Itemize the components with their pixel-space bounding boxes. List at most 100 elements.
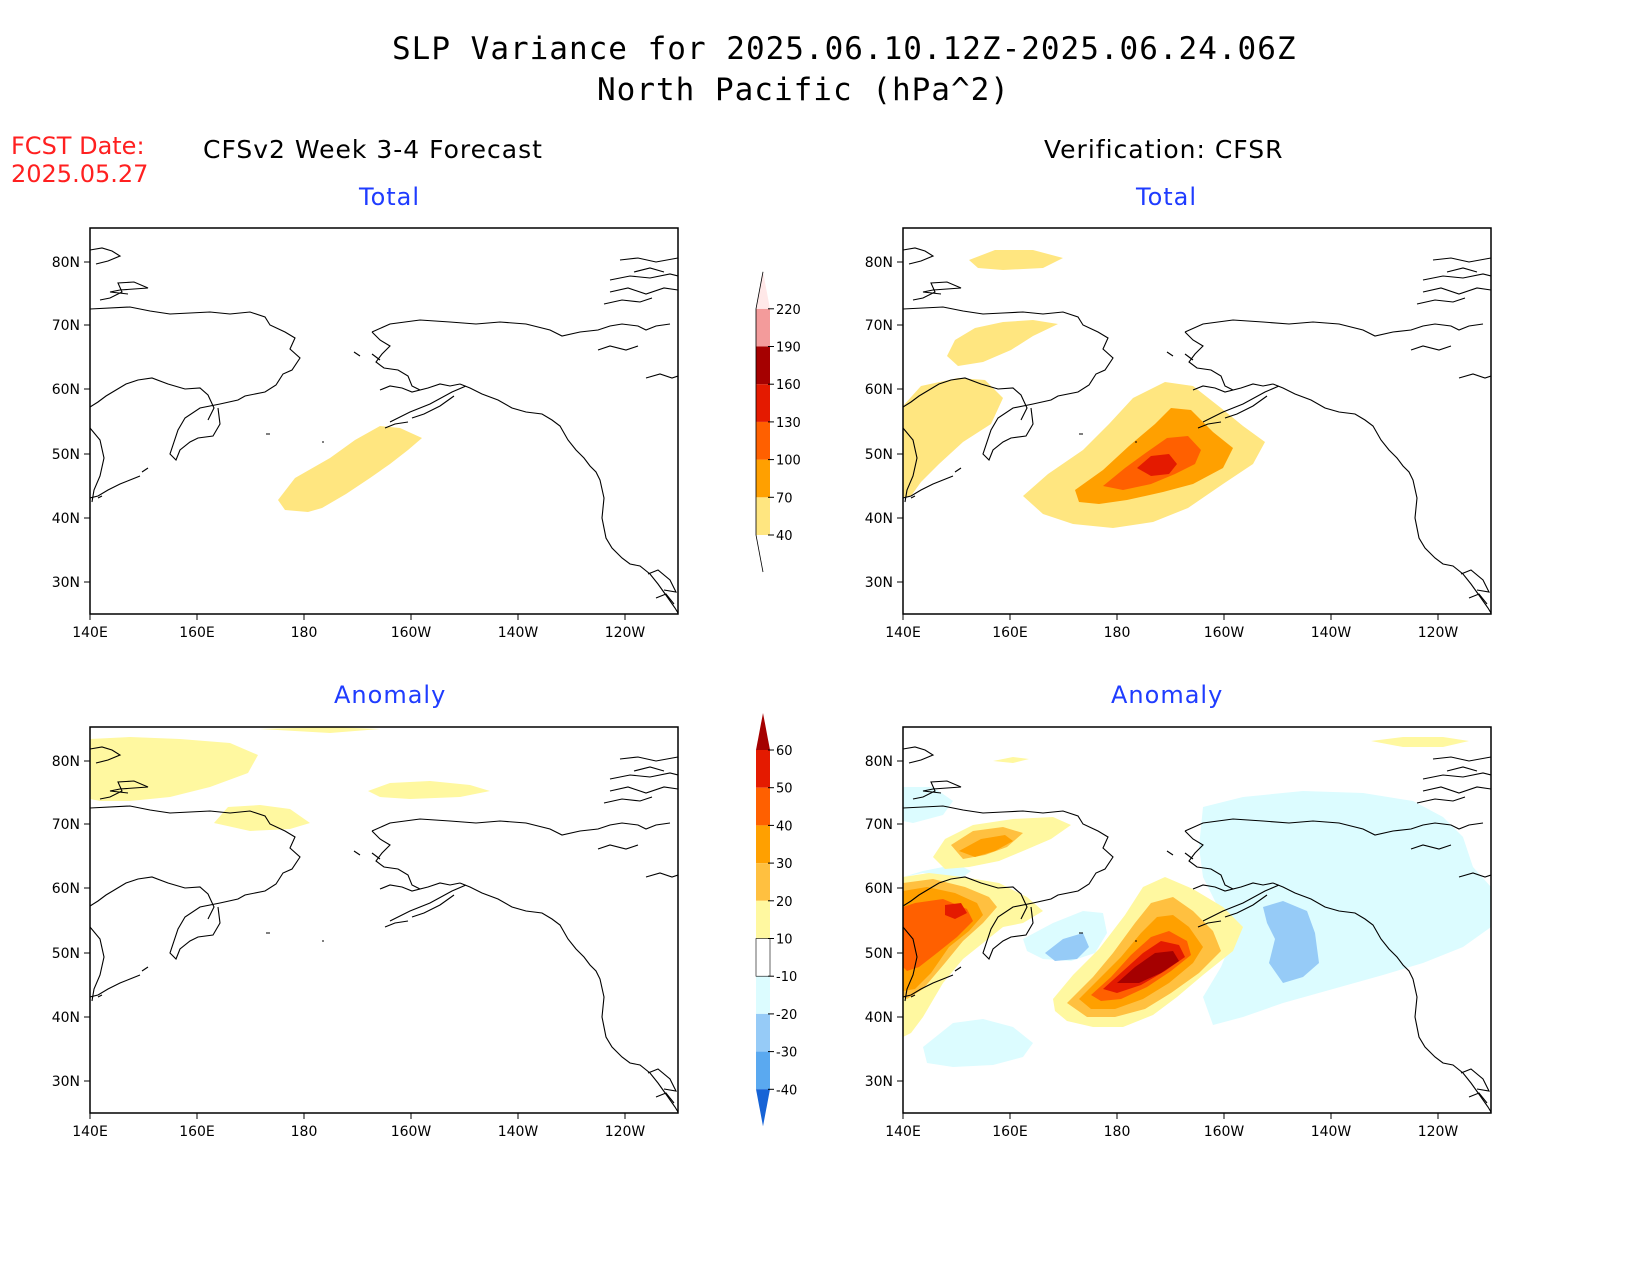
colorbar-box [756, 346, 770, 385]
colorbar-label: 60 [776, 744, 793, 759]
contour-region [903, 378, 1003, 498]
lat-tick-label: 50N [52, 946, 80, 962]
lat-tick-label: 80N [865, 754, 893, 770]
lon-tick-label: 160E [179, 1124, 215, 1140]
lat-tick-label: 70N [865, 318, 893, 334]
lat-tick-label: 60N [52, 382, 80, 398]
colorbar-box [756, 900, 770, 939]
colorbar-label: 70 [776, 491, 793, 506]
colorbar-label: 100 [776, 454, 801, 469]
lat-tick-label: 40N [52, 511, 80, 527]
lon-tick-label: 140E [72, 625, 108, 641]
lon-tick-label: 120W [605, 625, 646, 641]
lon-tick-label: 140W [1311, 625, 1352, 641]
contour-region [959, 835, 1013, 857]
colorbar-label: 190 [776, 341, 801, 356]
colorbar-box [756, 421, 770, 460]
lat-tick-label: 60N [865, 881, 893, 897]
colorbar-box [756, 938, 770, 977]
lat-tick-label: 40N [865, 511, 893, 527]
forecast-column-title: CFSv2 Week 3-4 Forecast [203, 135, 543, 164]
lat-tick-label: 60N [865, 382, 893, 398]
lon-tick-label: 160E [179, 625, 215, 641]
contour-region [1045, 933, 1089, 961]
lat-tick-label: 80N [52, 754, 80, 770]
contour-region [1117, 951, 1179, 983]
colorbar-neutral-outline [755, 938, 771, 977]
colorbar-label: -40 [776, 1083, 797, 1098]
contour-region [1263, 901, 1319, 983]
lon-tick-label: 180 [1104, 625, 1131, 641]
map-panel-forecast-anomaly: 140E 160E 180 160W 140W 120W 80N 70N 60N 50N 40N 30… [52, 726, 679, 1140]
colorbar-outline [755, 271, 764, 573]
contour-region [947, 320, 1058, 366]
lat-tick-label: 50N [865, 946, 893, 962]
contour-fills [903, 250, 1265, 528]
map-frame [89, 227, 679, 615]
lon-tick-label: 140E [885, 625, 921, 641]
lon-tick-label: 120W [1418, 1124, 1459, 1140]
fcst-date-label: FCST Date: [11, 132, 145, 160]
figure-title-line1: SLP Variance for 2025.06.10.12Z-2025.06.… [392, 31, 1297, 67]
colorbar-box [756, 497, 770, 535]
colorbar-cap-bottom [756, 1089, 770, 1127]
contour-region [1371, 737, 1469, 747]
colorbar-label: -10 [776, 970, 797, 985]
colorbar-cap-bottom [756, 535, 770, 572]
lat-tick-label: 30N [865, 1074, 893, 1090]
contour-fills [90, 727, 490, 831]
contour-region [969, 250, 1063, 270]
colorbar-anomaly: 60 50 40 30 20 10 -10 -20 -30 -40 [755, 713, 797, 1127]
lon-tick-label: 160E [992, 625, 1028, 641]
lon-tick-label: 140E [885, 1124, 921, 1140]
lat-tick-label: 80N [865, 255, 893, 271]
contour-region [993, 757, 1029, 763]
lon-tick-label: 160W [391, 1124, 432, 1140]
lon-tick-label: 180 [291, 1124, 318, 1140]
map-panel-verification-anomaly: 140E 160E 180 160W 140W 120W 80N 70N 60N 50N 40N 30… [865, 726, 1492, 1140]
colorbar-box [756, 459, 770, 498]
map-background [90, 228, 678, 614]
lon-tick-label: 160E [992, 1124, 1028, 1140]
panel-title-verification-total: Total [1136, 183, 1198, 211]
colorbar-cap-top [756, 713, 770, 750]
contour-region [945, 903, 967, 919]
lon-tick-label: 120W [1418, 625, 1459, 641]
panel-title-verification-anomaly: Anomaly [1111, 681, 1224, 709]
contour-fills [903, 737, 1491, 1067]
colorbar-label: 50 [776, 782, 793, 797]
lat-tick-label: 40N [865, 1010, 893, 1026]
contour-region [90, 737, 258, 801]
lat-tick-label: 40N [52, 1010, 80, 1026]
lon-tick-label: 160W [1204, 625, 1245, 641]
lon-tick-label: 180 [291, 625, 318, 641]
lat-tick-label: 30N [52, 575, 80, 591]
lat-tick-label: 70N [52, 318, 80, 334]
colorbar-box [756, 750, 770, 788]
colorbar-box [756, 863, 770, 901]
colorbar-box [756, 787, 770, 826]
map-panel-verification-total: 140E 160E 180 160W 140W 120W 80N 70N 60N 50N 40N 30… [865, 227, 1492, 641]
lon-tick-label: 160W [1204, 1124, 1245, 1140]
map-frame [902, 726, 1492, 1114]
colorbar-label: 10 [776, 933, 793, 948]
lon-tick-label: 120W [605, 1124, 646, 1140]
lat-tick-label: 60N [52, 881, 80, 897]
lat-tick-label: 80N [52, 255, 80, 271]
contour-region [278, 426, 422, 512]
colorbar-label: 130 [776, 416, 801, 431]
lat-tick-label: 30N [52, 1074, 80, 1090]
colorbar-cap-top [756, 271, 770, 309]
colorbar-label: 40 [776, 819, 793, 834]
colorbar-box [756, 825, 770, 864]
figure-title-line2: North Pacific (hPa^2) [597, 72, 1010, 108]
colorbar-total: 40 70 100 130 160 190 220 [755, 271, 801, 573]
contour-region [368, 781, 490, 799]
contour-fills [278, 426, 422, 512]
colorbar-box [756, 976, 770, 1014]
colorbar-label: 20 [776, 895, 793, 910]
colorbar-box [756, 1013, 770, 1052]
map-frame [902, 227, 1492, 615]
fcst-date-value: 2025.05.27 [11, 160, 149, 188]
map-frame [89, 726, 679, 1114]
